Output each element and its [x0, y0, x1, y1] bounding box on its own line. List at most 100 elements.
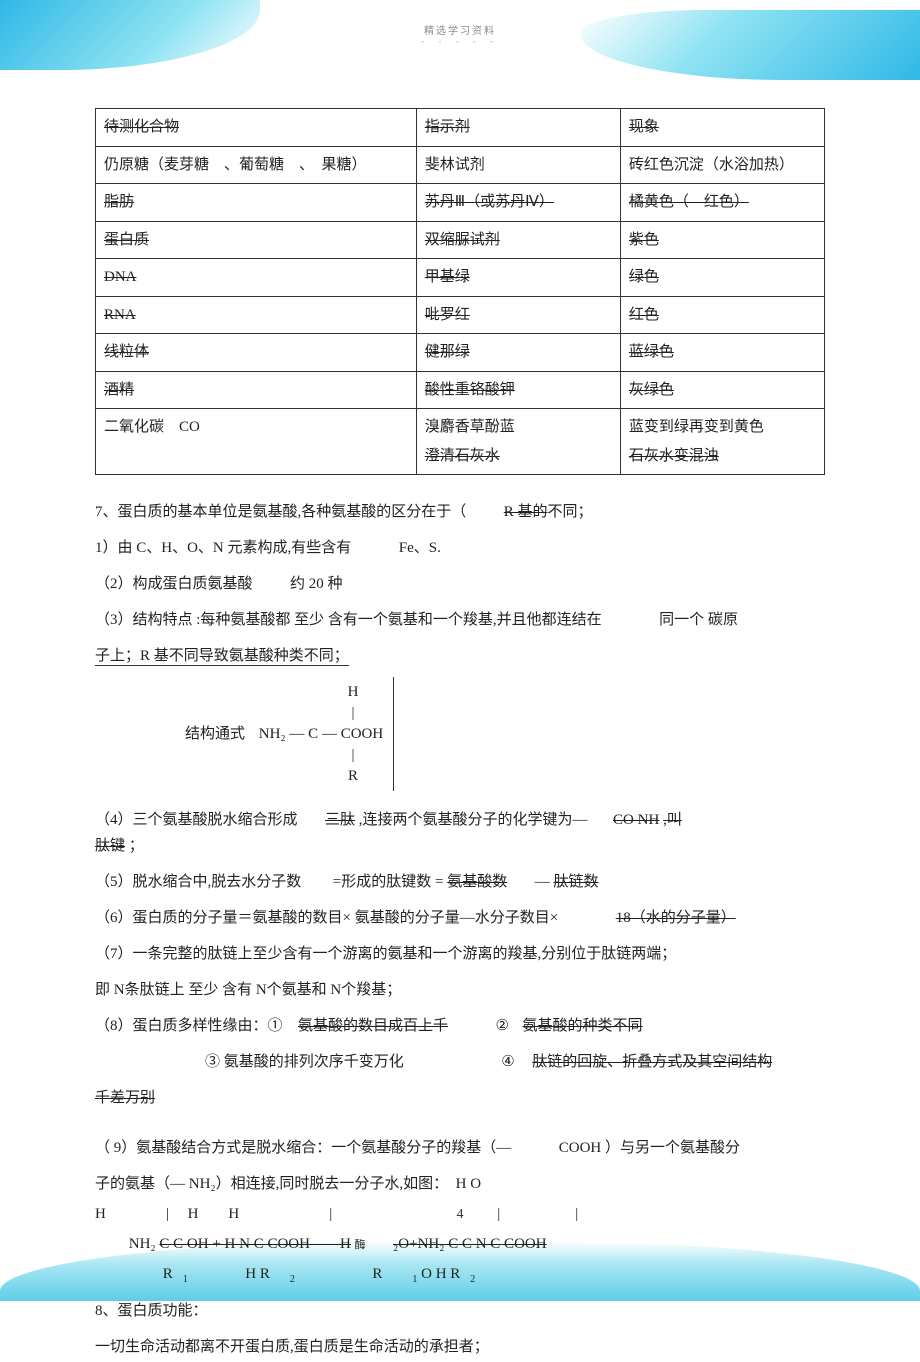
para-7-3-line2: 子上；R 基不同导致氨基酸种类不同；: [95, 641, 825, 671]
table-row: 仍原糖（麦芽糖 、葡萄糖 、 果糖）斐林试剂砖红色沉淀（水浴加热）: [96, 146, 825, 184]
answer-tripeptide: 三肽: [325, 812, 355, 828]
table-row: 脂肪苏丹Ⅲ（或苏丹Ⅳ）橘黄色（ 红色）: [96, 184, 825, 222]
table-cell: 灰绿色: [620, 371, 824, 409]
para-7-5: （5）脱水缩合中,脱去水分子数 =形成的肽键数 = 氨基酸数 — 肽链数: [95, 867, 825, 897]
formula-label: 结构通式: [185, 719, 245, 749]
para-7-4b: 肽键 ；: [95, 831, 825, 861]
para-7-9: （ 9）氨基酸结合方式是脱水缩合：一个氨基酸分子的羧基（— COOH ）与另一个…: [95, 1133, 825, 1163]
text: ；: [129, 838, 144, 854]
table-cell: 甲基绿: [416, 259, 620, 297]
table-cell: RNA: [96, 296, 417, 334]
para-7-8: （8）蛋白质多样性缘由：① 氨基酸的数目成百上千 ② 氨基酸的种类不同: [95, 1011, 825, 1041]
table-cell: 酸性重铬酸钾: [416, 371, 620, 409]
table-cell: 苏丹Ⅲ（或苏丹Ⅳ）: [416, 184, 620, 222]
formula-bond: |: [323, 707, 383, 719]
structural-formula: 结构通式 H | NH₂ — C — COOH | R: [185, 677, 825, 791]
table-cell: 指示剂: [416, 109, 620, 147]
table-cell: 健那绿: [416, 334, 620, 372]
table-row: 二氧化碳 CO溴麝香草酚蓝澄清石灰水蓝变到绿再变到黄色石灰水变混浊: [96, 409, 825, 475]
table-cell: 双缩脲试剂: [416, 221, 620, 259]
header-dashes: - - - - -: [0, 36, 920, 46]
table-row: RNA吡罗红红色: [96, 296, 825, 334]
table-row: 待测化合物指示剂现象: [96, 109, 825, 147]
text: 约 20 种: [290, 576, 343, 592]
table-cell: 绿色: [620, 259, 824, 297]
text: ）与另一个氨基酸分: [605, 1140, 740, 1156]
para-7-1: 1）由 C、H、O、N 元素构成,有些含有 Fe、S.: [95, 533, 825, 563]
answer-8-3: ③ 氨基酸的排列次序千变万化: [205, 1054, 404, 1070]
table-cell: 红色: [620, 296, 824, 334]
text: （4）三个氨基酸脱水缩合形成: [95, 812, 298, 828]
chain-main-c: ₂O+NH₂ C C N C COOH: [393, 1236, 547, 1252]
enzyme-label: 酶: [355, 1239, 366, 1251]
text: ④: [501, 1054, 514, 1070]
chain-main-b: C C OH + H N C COOH H: [159, 1236, 350, 1252]
para-7-7: （7）一条完整的肽链上至少含有一个游离的氨基和一个游离的羧基,分别位于肽链两端；: [95, 939, 825, 969]
reaction-main-row: NH₂ C C OH + H N C COOH H 酶 ₂O+NH₂ C C N…: [95, 1229, 825, 1259]
answer-8-4: 肽链的回旋、折叠方式及其空间结构: [532, 1054, 772, 1070]
answer-chain-count: 肽链数: [553, 874, 598, 890]
r2: H R: [245, 1266, 270, 1282]
text: 子上；R 基不同导致氨基酸种类不同；: [95, 648, 349, 666]
table-cell: 仍原糖（麦芽糖 、葡萄糖 、 果糖）: [96, 146, 417, 184]
formula-C: C: [308, 726, 318, 742]
text: （ 9）氨基酸结合方式是脱水缩合：一个氨基酸分子的羧基（—: [95, 1140, 511, 1156]
table-row: 蛋白质双缩脲试剂紫色: [96, 221, 825, 259]
text: （6）蛋白质的分子量＝氨基酸的数目× 氨基酸的分子量—水分子数目×: [95, 910, 558, 926]
page-content: 待测化合物指示剂现象仍原糖（麦芽糖 、葡萄糖 、 果糖）斐林试剂砖红色沉淀（水浴…: [95, 108, 825, 1362]
para-7-8c: 千差万别: [95, 1083, 825, 1113]
table-cell: 蓝变到绿再变到黄色石灰水变混浊: [620, 409, 824, 475]
para-7: 7、蛋白质的基本单位是氨基酸,各种氨基酸的区分在于（ R 基的不同；: [95, 497, 825, 527]
para-7-3: （3）结构特点 :每种氨基酸都 至少 含有一个氨基和一个羧基,并且他都连结在 同…: [95, 605, 825, 635]
table-row: 酒精酸性重铬酸钾灰绿色: [96, 371, 825, 409]
table-cell: 线粒体: [96, 334, 417, 372]
table-cell: 二氧化碳 CO: [96, 409, 417, 475]
table-cell: 酒精: [96, 371, 417, 409]
table-cell: 蓝绿色: [620, 334, 824, 372]
text: （2）构成蛋白质氨基酸: [95, 576, 253, 592]
answer-fe-s: Fe、S.: [399, 540, 441, 556]
formula-nh2: NH₂ —: [259, 726, 305, 742]
chain-nh2: NH₂: [129, 1236, 156, 1252]
answer-8-2: 氨基酸的种类不同: [522, 1018, 642, 1034]
text: ,连接两个氨基酸分子的化学键为—: [359, 812, 588, 828]
table-cell: 砖红色沉淀（水浴加热）: [620, 146, 824, 184]
text: =形成的肽键数 =: [333, 874, 444, 890]
text: 原: [723, 612, 738, 628]
r1: R: [163, 1266, 173, 1282]
reaction-r-row: R 1 H R 2 R 1 O H R 2: [95, 1259, 825, 1290]
para-7-9b: 子的氨基（— NH₂）相连接,同时脱去一分子水,如图： H O: [95, 1169, 825, 1199]
table-cell: 吡罗红: [416, 296, 620, 334]
table-cell: 紫色: [620, 221, 824, 259]
text: —: [535, 874, 550, 890]
table-cell: 蛋白质: [96, 221, 417, 259]
formula-bond: |: [323, 749, 383, 761]
text: 1）由 C、H、O、N 元素构成,有些含有: [95, 540, 351, 556]
text: COOH: [559, 1140, 602, 1156]
text: （8）蛋白质多样性缘由：①: [95, 1018, 283, 1034]
para-7-2: （2）构成蛋白质氨基酸 约 20 种: [95, 569, 825, 599]
formula-H: H: [323, 677, 383, 707]
table-row: 线粒体健那绿蓝绿色: [96, 334, 825, 372]
table-cell: 溴麝香草酚蓝澄清石灰水: [416, 409, 620, 475]
answer-18: 18（水的分子量）: [616, 910, 736, 926]
text: （3）结构特点 :每种氨基酸都 至少 含有一个氨基和一个羧基,并且他都连结在: [95, 612, 602, 628]
text: 不同；: [548, 504, 593, 520]
answer-peptide-bond: 肽键: [95, 838, 125, 854]
table-row: DNA甲基绿绿色: [96, 259, 825, 297]
table-cell: 现象: [620, 109, 824, 147]
answer-8-1: 氨基酸的数目成百上千: [298, 1018, 448, 1034]
para-7-8b: ③ 氨基酸的排列次序千变万化 ④ 肽链的回旋、折叠方式及其空间结构: [95, 1047, 825, 1077]
r3: R: [372, 1266, 382, 1282]
text: （5）脱水缩合中,脱去水分子数: [95, 874, 301, 890]
page-number: 4: [0, 1207, 920, 1223]
table-cell: 脂肪: [96, 184, 417, 222]
answer-aa-count: 氨基酸数: [447, 874, 507, 890]
table-cell: DNA: [96, 259, 417, 297]
para-7-6: （6）蛋白质的分子量＝氨基酸的数目× 氨基酸的分子量—水分子数目× 18（水的分…: [95, 903, 825, 933]
answer-same-carbon: 同一个 碳: [659, 612, 723, 628]
answer-8-5: 千差万别: [95, 1090, 155, 1106]
text: ②: [496, 1018, 509, 1034]
table-cell: 橘黄色（ 红色）: [620, 184, 824, 222]
table-cell: 斐林试剂: [416, 146, 620, 184]
